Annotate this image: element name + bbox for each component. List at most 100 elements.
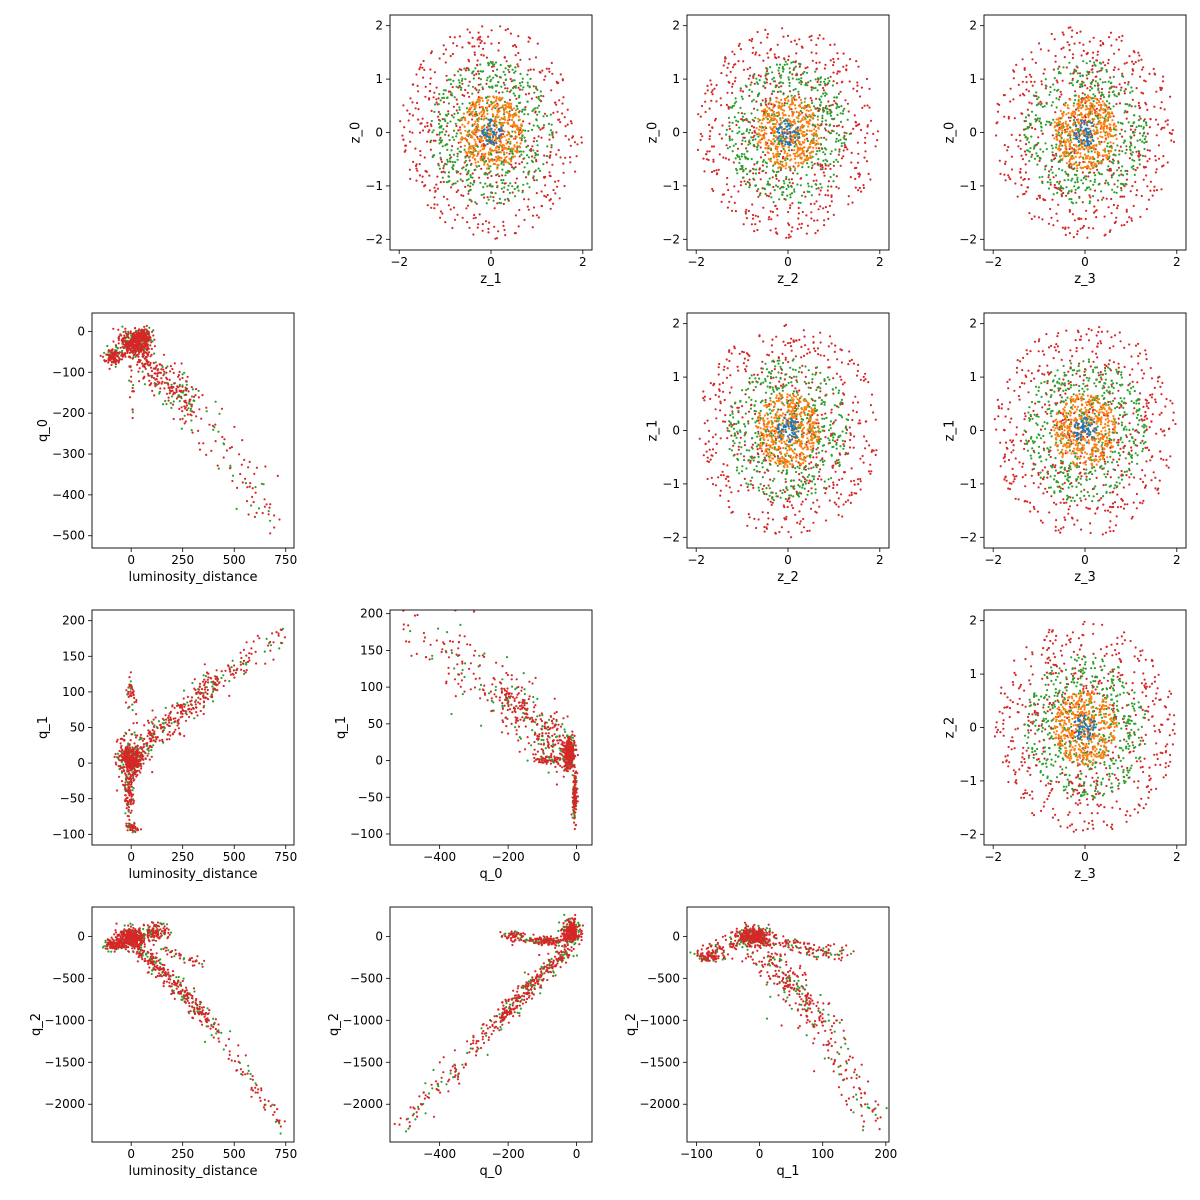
- scatter-point: [725, 103, 729, 106]
- scatter-point: [772, 164, 775, 167]
- scatter-point: [1142, 178, 1145, 181]
- scatter-point: [479, 135, 482, 138]
- scatter-point: [1087, 149, 1090, 152]
- scatter-point: [767, 430, 770, 433]
- scatter-point: [474, 87, 477, 90]
- scatter-point: [766, 151, 769, 154]
- scatter-point: [752, 172, 755, 175]
- scatter-point: [766, 33, 770, 36]
- x-tick-label: −2: [390, 255, 408, 269]
- scatter-point: [748, 74, 752, 77]
- scatter-point: [1154, 118, 1158, 121]
- scatter-point: [1131, 60, 1134, 63]
- scatter-point: [471, 124, 474, 127]
- scatter-point: [772, 138, 775, 141]
- scatter-point: [514, 112, 517, 115]
- scatter-point: [820, 186, 823, 189]
- scatter-point: [468, 226, 471, 229]
- scatter-point: [788, 71, 792, 74]
- scatter-point: [454, 122, 457, 125]
- scatter-point: [763, 471, 766, 474]
- scatter-point: [1129, 125, 1132, 128]
- scatter-point: [717, 168, 720, 171]
- scatter-point: [1121, 195, 1124, 198]
- y-tick-label: 1: [672, 72, 680, 86]
- scatter-point: [744, 183, 748, 186]
- scatter-point: [438, 57, 441, 60]
- scatter-point: [778, 380, 781, 383]
- scatter-point: [1140, 194, 1143, 198]
- scatter-point: [1049, 90, 1052, 94]
- scatter-point: [815, 147, 818, 150]
- scatter-point: [768, 216, 771, 219]
- scatter-point: [1123, 92, 1126, 95]
- scatter-point: [817, 187, 820, 190]
- scatter-point: [502, 202, 505, 206]
- scatter-point: [1130, 153, 1133, 156]
- scatter-point: [1126, 169, 1129, 173]
- scatter-point: [457, 70, 460, 73]
- scatter-point: [724, 56, 727, 59]
- scatter-point: [543, 154, 546, 157]
- scatter-point: [814, 143, 817, 147]
- scatter-point: [800, 156, 803, 159]
- scatter-point: [782, 134, 785, 138]
- scatter-point: [1112, 142, 1115, 145]
- scatter-point: [1112, 203, 1115, 207]
- scatter-point: [1122, 75, 1125, 78]
- scatter-point: [779, 117, 782, 120]
- scatter-point: [440, 158, 443, 161]
- y-tick-label: 2: [672, 19, 680, 33]
- scatter-point: [484, 159, 488, 163]
- scatter-point: [455, 85, 458, 88]
- scatter-point: [776, 148, 779, 151]
- scatter-point: [807, 348, 810, 351]
- scatter-point: [1088, 194, 1091, 197]
- scatter-point: [1055, 212, 1058, 215]
- scatter-point: [510, 107, 513, 110]
- scatter-point: [801, 125, 804, 128]
- scatter-point: [503, 121, 506, 124]
- scatter-point: [786, 34, 790, 38]
- scatter-point: [808, 190, 811, 193]
- scatter-point: [514, 150, 517, 153]
- scatter-point: [1025, 81, 1028, 84]
- scatter-point: [1137, 51, 1140, 54]
- scatter-point: [488, 135, 491, 138]
- scatter-point: [787, 58, 790, 62]
- scatter-point: [1077, 148, 1080, 151]
- scatter-point: [804, 67, 807, 70]
- scatter-point: [1130, 144, 1133, 147]
- scatter-point: [1110, 81, 1113, 84]
- scatter-point: [702, 390, 705, 393]
- scatter-point: [489, 133, 492, 136]
- scatter-point: [1019, 176, 1023, 179]
- scatter-point: [750, 112, 753, 115]
- scatter-point: [491, 185, 494, 188]
- scatter-point: [763, 117, 766, 120]
- scatter-point: [790, 349, 793, 352]
- scatter-point: [1134, 128, 1137, 131]
- scatter-point: [1157, 123, 1160, 126]
- scatter-point: [812, 146, 815, 149]
- scatter-point: [790, 504, 793, 507]
- scatter-point: [1065, 141, 1068, 144]
- scatter-point: [1144, 135, 1147, 138]
- scatter-point: [838, 148, 841, 151]
- scatter-point: [475, 73, 478, 76]
- scatter-point: [750, 81, 753, 84]
- scatter-point: [832, 173, 835, 176]
- scatter-point: [517, 86, 520, 89]
- scatter-point: [799, 113, 802, 116]
- scatter-point: [759, 126, 763, 129]
- scatter-point: [762, 126, 765, 129]
- scatter-point: [493, 225, 496, 228]
- scatter-point: [514, 232, 517, 235]
- scatter-point: [482, 112, 485, 116]
- scatter-point: [829, 109, 832, 112]
- scatter-point: [779, 187, 782, 190]
- scatter-point: [442, 92, 445, 96]
- scatter-point: [1125, 148, 1128, 151]
- scatter-point: [480, 117, 483, 121]
